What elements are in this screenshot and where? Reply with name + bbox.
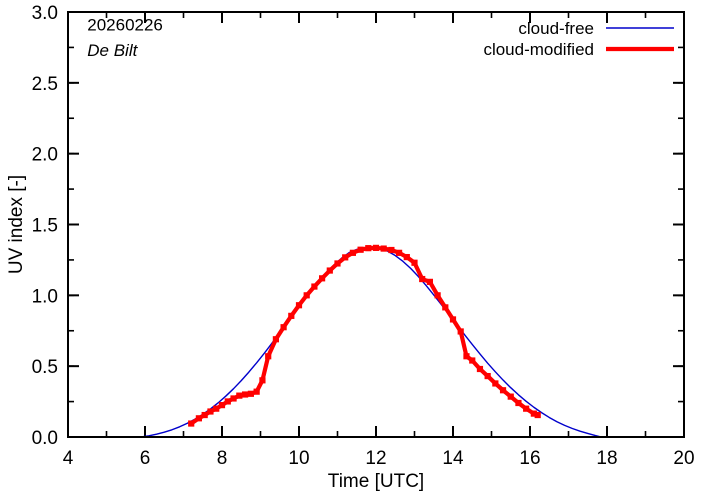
- series-marker-cloud-modified: [247, 390, 254, 397]
- y-tick-label: 2.0: [32, 145, 58, 166]
- legend-label-cloud-modified: cloud-modified: [483, 40, 594, 59]
- series-marker-cloud-modified: [457, 328, 464, 335]
- y-tick-label: 1.5: [32, 216, 58, 237]
- chart-annotations: 20260226 De Bilt: [87, 15, 163, 60]
- series-marker-cloud-modified: [253, 388, 260, 395]
- chart-annotation-text: De Bilt: [87, 41, 138, 60]
- y-tick-label: 0.5: [32, 357, 58, 378]
- series-marker-cloud-modified: [372, 244, 380, 251]
- x-tick-label: 8: [217, 448, 228, 469]
- x-tick-label: 16: [519, 448, 540, 469]
- series-marker-cloud-modified: [213, 405, 220, 412]
- series-marker-cloud-modified: [365, 245, 372, 252]
- series-marker-cloud-modified: [507, 393, 514, 400]
- series-marker-cloud-modified: [380, 245, 387, 252]
- series-marker-cloud-modified: [523, 405, 530, 412]
- series-marker-cloud-modified: [195, 415, 202, 422]
- series-marker-cloud-modified: [357, 246, 364, 253]
- series-marker-cloud-modified: [426, 278, 433, 285]
- series-marker-cloud-modified: [515, 399, 522, 407]
- series-marker-cloud-modified: [388, 246, 395, 254]
- series-marker-cloud-modified: [484, 372, 491, 380]
- x-tick-label: 18: [596, 448, 617, 469]
- series-marker-cloud-modified: [411, 259, 418, 266]
- series-marker-cloud-modified: [319, 275, 326, 282]
- series-marker-cloud-modified: [303, 292, 310, 299]
- series-marker-cloud-modified: [469, 357, 476, 364]
- series-marker-cloud-modified: [236, 392, 243, 399]
- y-tick-label: 0.0: [32, 428, 58, 449]
- series-marker-cloud-modified: [188, 420, 195, 427]
- series-marker-cloud-modified: [434, 292, 441, 299]
- x-tick-label: 10: [288, 448, 309, 469]
- chart-annotation-text: 20260226: [87, 15, 163, 34]
- series-marker-cloud-modified: [201, 411, 208, 419]
- series-marker-cloud-modified: [259, 377, 266, 384]
- y-tick-label: 3.0: [32, 3, 58, 24]
- y-axis-tick-labels: 0.0 0.5 1.0 1.5 2.0 2.5 3.0: [32, 3, 58, 449]
- series-marker-cloud-modified: [396, 249, 403, 256]
- series-marker-cloud-modified: [499, 387, 507, 394]
- series-marker-cloud-modified: [230, 395, 237, 402]
- x-tick-label: 12: [365, 448, 386, 469]
- series-marker-cloud-modified: [326, 267, 333, 274]
- series-marker-cloud-modified: [349, 249, 356, 256]
- data-series-layer: [140, 244, 602, 438]
- series-marker-cloud-modified: [342, 254, 349, 261]
- series-marker-cloud-modified: [295, 302, 303, 309]
- series-marker-cloud-modified: [218, 402, 226, 409]
- series-marker-cloud-modified: [207, 408, 214, 415]
- series-marker-cloud-modified: [449, 316, 457, 323]
- x-axis-tick-labels: 4 6 8 10 12 14 16 18 20: [63, 448, 695, 469]
- series-marker-cloud-modified: [463, 353, 470, 360]
- series-marker-cloud-modified: [224, 398, 231, 405]
- series-marker-cloud-modified: [334, 260, 341, 267]
- series-marker-cloud-modified: [442, 304, 449, 311]
- series-marker-cloud-modified: [288, 312, 295, 319]
- plot-frame: [67, 11, 685, 438]
- x-tick-label: 6: [140, 448, 151, 469]
- series-marker-cloud-modified: [530, 410, 537, 417]
- y-axis-title: UV index [-]: [6, 175, 27, 274]
- series-marker-cloud-modified: [492, 380, 499, 387]
- x-axis-title: Time [UTC]: [328, 471, 424, 492]
- series-marker-cloud-modified: [272, 336, 279, 343]
- x-tick-label: 20: [673, 448, 694, 469]
- y-tick-label: 1.0: [32, 286, 58, 307]
- chart-legend: cloud-free cloud-modified: [483, 19, 674, 59]
- series-marker-cloud-modified: [242, 391, 249, 398]
- series-marker-cloud-modified: [419, 275, 426, 283]
- series-marker-cloud-modified: [534, 411, 541, 419]
- x-tick-label: 4: [63, 448, 74, 469]
- series-marker-cloud-modified: [280, 324, 287, 331]
- series-marker-cloud-modified: [403, 253, 410, 261]
- x-tick-label: 14: [442, 448, 464, 469]
- series-marker-cloud-modified: [476, 365, 484, 373]
- series-marker-cloud-modified: [311, 283, 318, 290]
- legend-label-cloud-free: cloud-free: [518, 19, 594, 38]
- series-marker-cloud-modified: [265, 353, 272, 360]
- y-tick-label: 2.5: [32, 74, 58, 95]
